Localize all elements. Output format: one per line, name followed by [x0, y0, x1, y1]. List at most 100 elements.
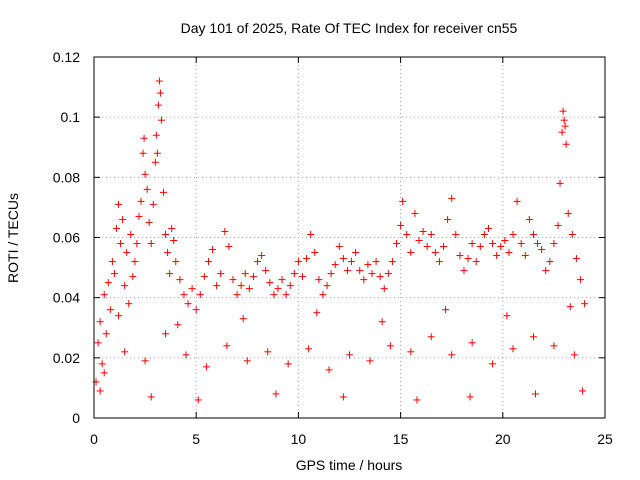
- data-point: [241, 270, 249, 278]
- data-point: [117, 240, 125, 248]
- data-point: [121, 282, 129, 290]
- data-point: [262, 267, 270, 275]
- data-point: [315, 276, 323, 284]
- data-point: [202, 363, 210, 371]
- data-point: [380, 285, 388, 293]
- data-point: [162, 330, 170, 338]
- data-point: [237, 282, 245, 290]
- data-point: [372, 258, 380, 266]
- data-point: [360, 276, 368, 284]
- data-point: [145, 218, 153, 226]
- data-point: [147, 393, 155, 401]
- data-point: [484, 224, 492, 232]
- data-point: [115, 200, 123, 208]
- y-tick-label: 0.04: [53, 290, 80, 306]
- data-point: [278, 276, 286, 284]
- data-point: [121, 348, 129, 356]
- data-point: [327, 270, 335, 278]
- data-point: [159, 188, 167, 196]
- x-tick-label: 25: [597, 431, 613, 447]
- data-point: [196, 291, 204, 299]
- data-point: [466, 393, 474, 401]
- data-point: [133, 240, 141, 248]
- data-point: [143, 185, 151, 193]
- data-point: [376, 273, 384, 281]
- data-point: [182, 351, 190, 359]
- data-point: [140, 134, 148, 142]
- data-point: [427, 333, 435, 341]
- data-point: [431, 249, 439, 257]
- data-point: [562, 140, 570, 148]
- data-point: [156, 89, 164, 97]
- data-point: [464, 255, 472, 263]
- data-point: [435, 258, 443, 266]
- data-point: [556, 179, 564, 187]
- data-point: [313, 309, 321, 317]
- data-point: [348, 258, 356, 266]
- data-point: [442, 306, 450, 314]
- data-point: [399, 197, 407, 205]
- data-point: [559, 107, 567, 115]
- data-point: [388, 258, 396, 266]
- data-point: [139, 149, 147, 157]
- data-point: [561, 122, 569, 130]
- data-point: [529, 230, 537, 238]
- data-point: [521, 252, 529, 260]
- data-point: [166, 270, 174, 278]
- data-point: [154, 101, 162, 109]
- data-point: [468, 240, 476, 248]
- data-point: [319, 291, 327, 299]
- data-point: [444, 215, 452, 223]
- data-point: [284, 360, 292, 368]
- data-point: [147, 240, 155, 248]
- data-point: [305, 345, 313, 353]
- data-point: [419, 227, 427, 235]
- y-tick-labels: 0 0.02 0.04 0.06 0.08 0.1 0.12: [53, 49, 80, 426]
- data-point: [106, 306, 114, 314]
- data-point: [415, 237, 423, 245]
- x-tick-label: 0: [90, 431, 98, 447]
- data-point: [98, 360, 106, 368]
- data-point: [272, 390, 280, 398]
- data-point: [393, 240, 401, 248]
- data-point: [303, 255, 311, 263]
- data-point: [538, 246, 546, 254]
- data-point: [403, 230, 411, 238]
- data-point: [579, 387, 587, 395]
- data-point: [110, 270, 118, 278]
- data-point: [397, 221, 405, 229]
- data-point: [125, 300, 133, 308]
- data-point: [339, 393, 347, 401]
- y-tick-label: 0.08: [53, 169, 80, 185]
- data-point: [112, 224, 120, 232]
- data-point: [174, 321, 182, 329]
- data-point: [356, 267, 364, 275]
- data-point: [153, 149, 161, 157]
- data-point: [489, 360, 497, 368]
- data-point: [335, 243, 343, 251]
- data-point: [123, 249, 131, 257]
- data-point: [180, 291, 188, 299]
- data-point: [149, 200, 157, 208]
- data-point: [225, 243, 233, 251]
- data-point: [286, 282, 294, 290]
- data-point: [239, 315, 247, 323]
- data-point: [460, 267, 468, 275]
- data-point: [135, 212, 143, 220]
- data-point: [411, 209, 419, 217]
- data-point: [509, 230, 517, 238]
- data-point: [254, 258, 262, 266]
- data-point: [104, 279, 112, 287]
- data-point: [503, 312, 511, 320]
- y-axis-label: ROTI / TECUs: [5, 193, 21, 283]
- data-point: [141, 170, 149, 178]
- data-point: [137, 197, 145, 205]
- data-point: [407, 348, 415, 356]
- data-point: [501, 237, 509, 245]
- y-tick-label: 0.06: [53, 230, 80, 246]
- data-point: [497, 243, 505, 251]
- data-point: [384, 270, 392, 278]
- data-point: [168, 224, 176, 232]
- data-point: [468, 339, 476, 347]
- y-tick-label: 0.02: [53, 350, 80, 366]
